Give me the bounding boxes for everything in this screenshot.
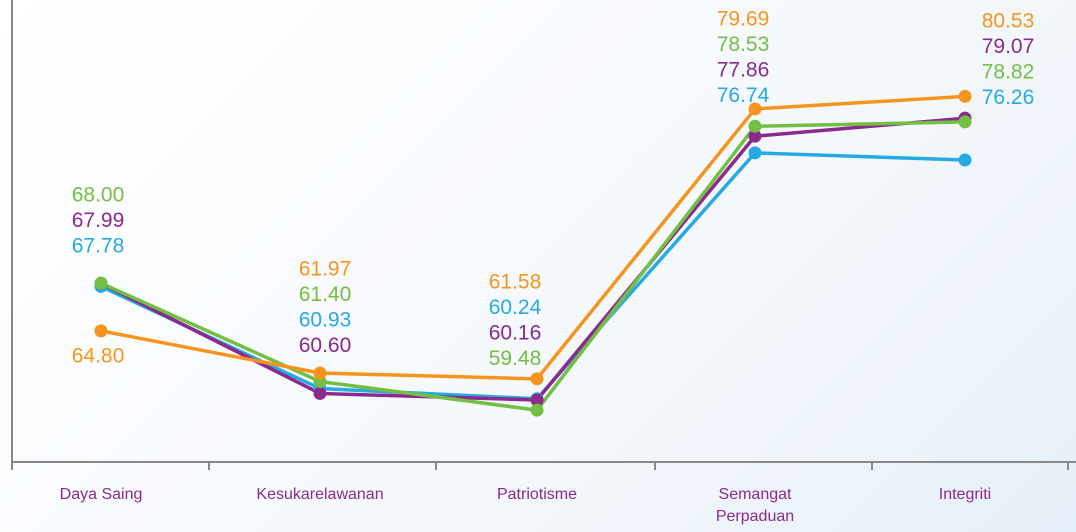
data-point (530, 393, 544, 407)
data-point (94, 324, 108, 338)
data-point (748, 102, 762, 116)
data-point (958, 115, 972, 129)
x-tick-label: Daya Saing (59, 486, 143, 503)
data-label: 79.07 (982, 35, 1035, 58)
data-label: 78.53 (717, 33, 770, 56)
data-label: 60.60 (299, 334, 352, 357)
data-point (748, 146, 762, 160)
data-label: 61.97 (299, 258, 352, 281)
data-point (313, 386, 327, 400)
x-tick-label: Integriti (938, 486, 992, 503)
data-point (530, 372, 544, 386)
data-label: 80.53 (982, 10, 1035, 33)
data-label: 64.80 (72, 345, 125, 368)
data-label: 67.99 (72, 209, 125, 232)
data-point (530, 403, 544, 417)
data-point (748, 129, 762, 143)
data-label: 60.16 (489, 322, 542, 345)
x-tick-label: Kesukarelawanan (256, 486, 384, 503)
data-label: 67.78 (72, 235, 125, 258)
data-label: 61.58 (489, 271, 542, 294)
data-label: 61.40 (299, 283, 352, 306)
x-tick-label: Patriotisme (496, 486, 578, 503)
data-label: 77.86 (717, 59, 770, 82)
data-label: 60.93 (299, 309, 352, 332)
data-point (958, 153, 972, 167)
x-tick-label: Semangat Perpaduan (715, 486, 795, 525)
data-label: 68.00 (72, 184, 125, 207)
data-point (958, 89, 972, 103)
data-label: 76.74 (717, 84, 770, 107)
data-label: 79.69 (717, 8, 770, 31)
data-point (94, 276, 108, 290)
data-label: 59.48 (489, 347, 542, 370)
data-point (748, 119, 762, 133)
data-point (313, 366, 327, 380)
data-label: 78.82 (982, 61, 1035, 84)
data-label: 60.24 (489, 296, 542, 319)
data-label: 76.26 (982, 86, 1035, 109)
